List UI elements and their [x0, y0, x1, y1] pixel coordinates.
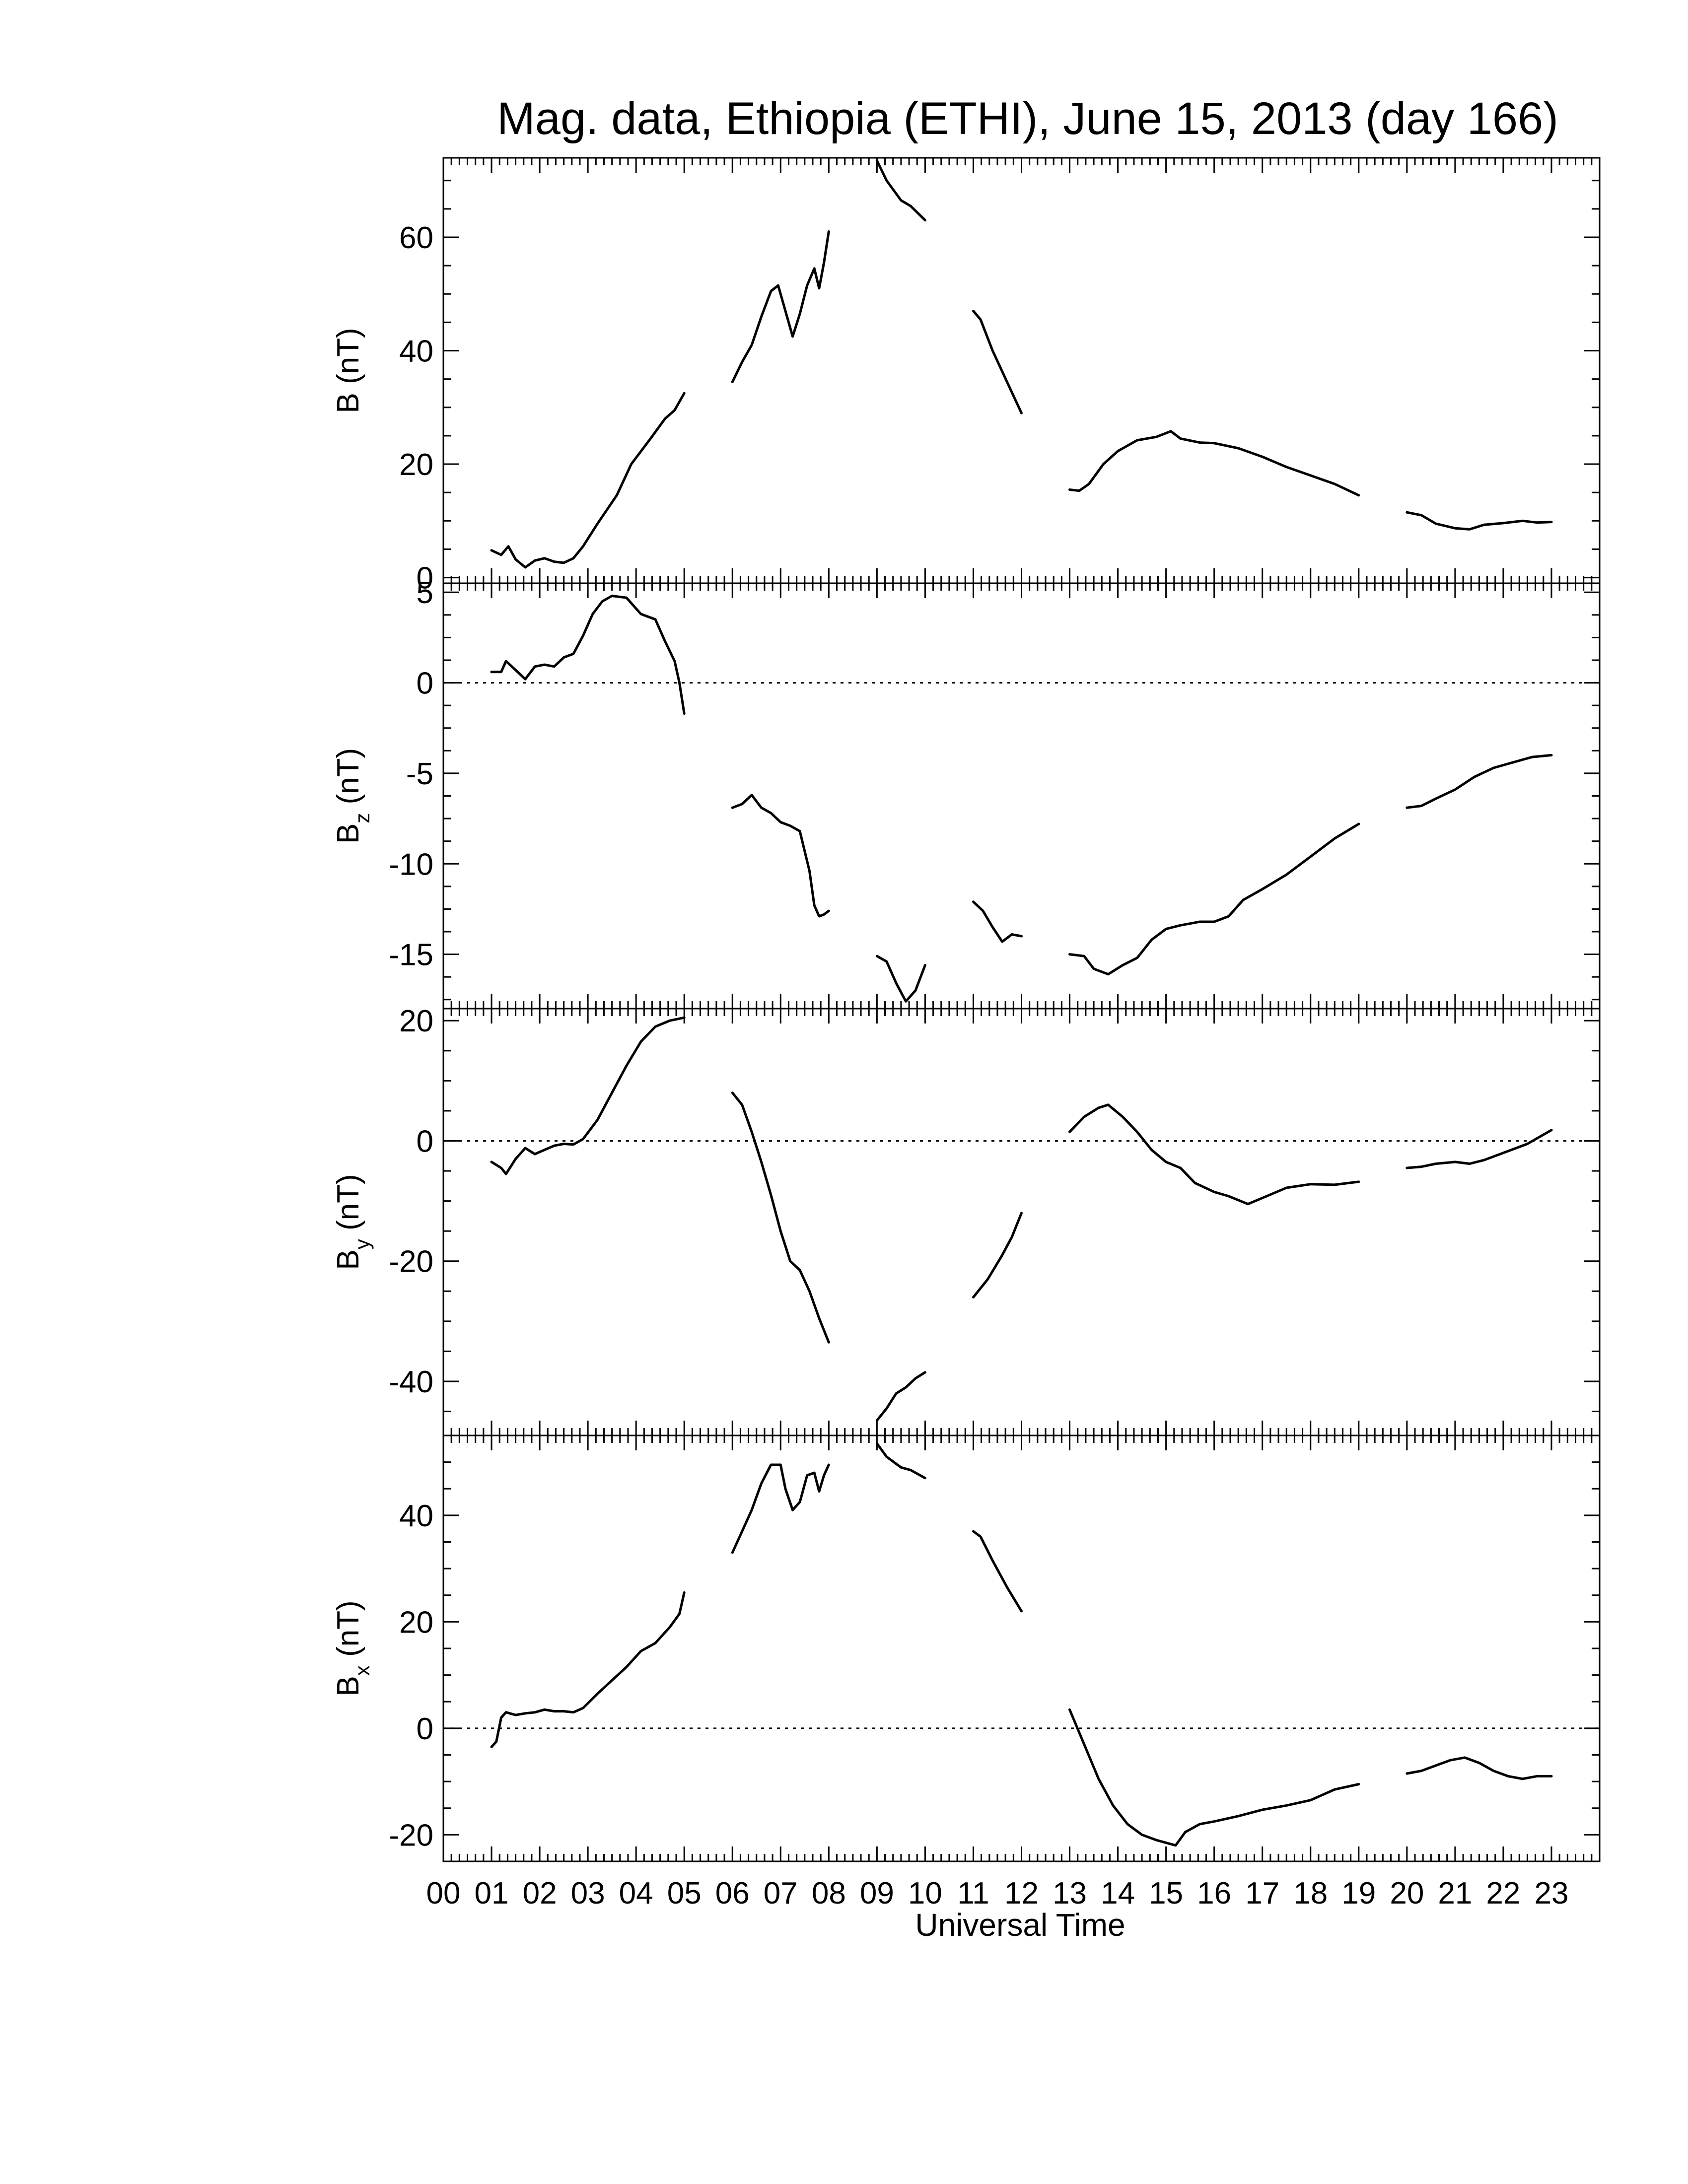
- series-line-segment: [490, 595, 686, 715]
- y-axis-label: By (nT): [331, 1174, 374, 1270]
- x-tick-label: 00: [426, 1876, 461, 1911]
- series-line-segment: [972, 1212, 1023, 1298]
- y-tick-label: 40: [399, 335, 433, 369]
- x-tick-label: 08: [812, 1876, 846, 1911]
- panel-1: 5 0 -5 -10 -15 Bz (nT): [331, 576, 1601, 1010]
- y-tick-label: 0: [417, 667, 433, 701]
- x-tick-label: 21: [1438, 1876, 1472, 1911]
- series-line-segment: [490, 392, 686, 569]
- series-line-segment: [1068, 822, 1360, 976]
- panel-2: 20 0 -20 -40 By (nT): [331, 1004, 1601, 1436]
- y-tick-label: 60: [399, 221, 433, 255]
- x-tick-label: 05: [667, 1876, 702, 1911]
- panel-frame: [442, 1434, 1601, 1862]
- series-line-segment: [875, 1371, 926, 1422]
- series-line-segment: [1406, 1129, 1553, 1169]
- series-line-segment: [1068, 1103, 1360, 1206]
- series-line-segment: [972, 1530, 1023, 1613]
- y-axis-label: Bz (nT): [331, 748, 374, 844]
- y-tick-label: 0: [417, 561, 433, 596]
- panel-3: 40 20 0 -20 Bx (nT): [331, 1434, 1601, 1862]
- x-tick-label: 13: [1053, 1876, 1087, 1911]
- x-tick-label: 15: [1149, 1876, 1183, 1911]
- y-tick-label: -15: [389, 938, 433, 972]
- x-tick-label: 11: [957, 1876, 989, 1911]
- series-line-segment: [1406, 753, 1553, 809]
- x-tick-label: 17: [1245, 1876, 1279, 1911]
- y-tick-label: 40: [399, 1499, 433, 1533]
- series-line-segment: [490, 1591, 686, 1748]
- x-tick-label: 22: [1486, 1876, 1520, 1911]
- y-tick-label: 20: [399, 1605, 433, 1639]
- panel-frame: [442, 582, 1601, 1010]
- x-tick-label: 01: [475, 1876, 509, 1911]
- y-tick-label: -10: [389, 847, 433, 882]
- x-tick-label: 19: [1341, 1876, 1376, 1911]
- series-line-segment: [1406, 511, 1553, 531]
- x-tick-label: 09: [860, 1876, 894, 1911]
- series-line-segment: [1068, 1708, 1360, 1847]
- y-tick-label: 0: [417, 1712, 433, 1746]
- series-line-segment: [875, 159, 926, 222]
- y-tick-label: -20: [389, 1245, 433, 1279]
- y-tick-label: 5: [417, 576, 433, 610]
- series-line-segment: [731, 230, 830, 383]
- x-tick-label: 06: [715, 1876, 750, 1911]
- y-tick-label: 0: [417, 1124, 433, 1159]
- series-line-segment: [731, 1463, 830, 1554]
- x-tick-label: 20: [1390, 1876, 1424, 1911]
- series-line-segment: [875, 1442, 926, 1480]
- series-line-segment: [1406, 1756, 1553, 1780]
- x-tick-label: 02: [523, 1876, 557, 1911]
- series-line-segment: [731, 1092, 830, 1344]
- chart-title: Mag. data, Ethiopia (ETHI), June 15, 201…: [497, 93, 1558, 144]
- series-line-segment: [731, 794, 830, 918]
- y-tick-label: 20: [399, 448, 433, 482]
- x-axis-tick-labels: 00 01 02 03 04 05 06 07 08 09 10 11 12 13 14 15 16 17 18 19…: [426, 1876, 1569, 1911]
- panel-0: 0 20 40 60 B (nT): [331, 157, 1601, 596]
- series-line-segment: [1068, 430, 1360, 497]
- y-tick-label: -20: [389, 1818, 433, 1852]
- series-line-segment: [972, 900, 1023, 943]
- x-tick-label: 04: [619, 1876, 653, 1911]
- series-line-segment: [875, 955, 926, 1003]
- x-tick-label: 07: [764, 1876, 798, 1911]
- series-line-segment: [490, 1016, 686, 1175]
- y-axis-label: B (nT): [331, 328, 365, 413]
- x-tick-label: 12: [1004, 1876, 1039, 1911]
- series-line-segment: [972, 310, 1023, 414]
- y-tick-label: -40: [389, 1365, 433, 1399]
- x-tick-label: 23: [1534, 1876, 1568, 1911]
- x-tick-label: 10: [908, 1876, 942, 1911]
- x-tick-label: 03: [571, 1876, 605, 1911]
- y-axis-label: Bx (nT): [331, 1600, 374, 1696]
- x-tick-label: 16: [1197, 1876, 1231, 1911]
- y-tick-label: 20: [399, 1004, 433, 1038]
- x-axis-label: Universal Time: [915, 1907, 1125, 1943]
- y-tick-label: -5: [406, 757, 433, 791]
- x-tick-label: 18: [1293, 1876, 1328, 1911]
- x-tick-label: 14: [1101, 1876, 1135, 1911]
- panel-frame: [442, 1008, 1601, 1436]
